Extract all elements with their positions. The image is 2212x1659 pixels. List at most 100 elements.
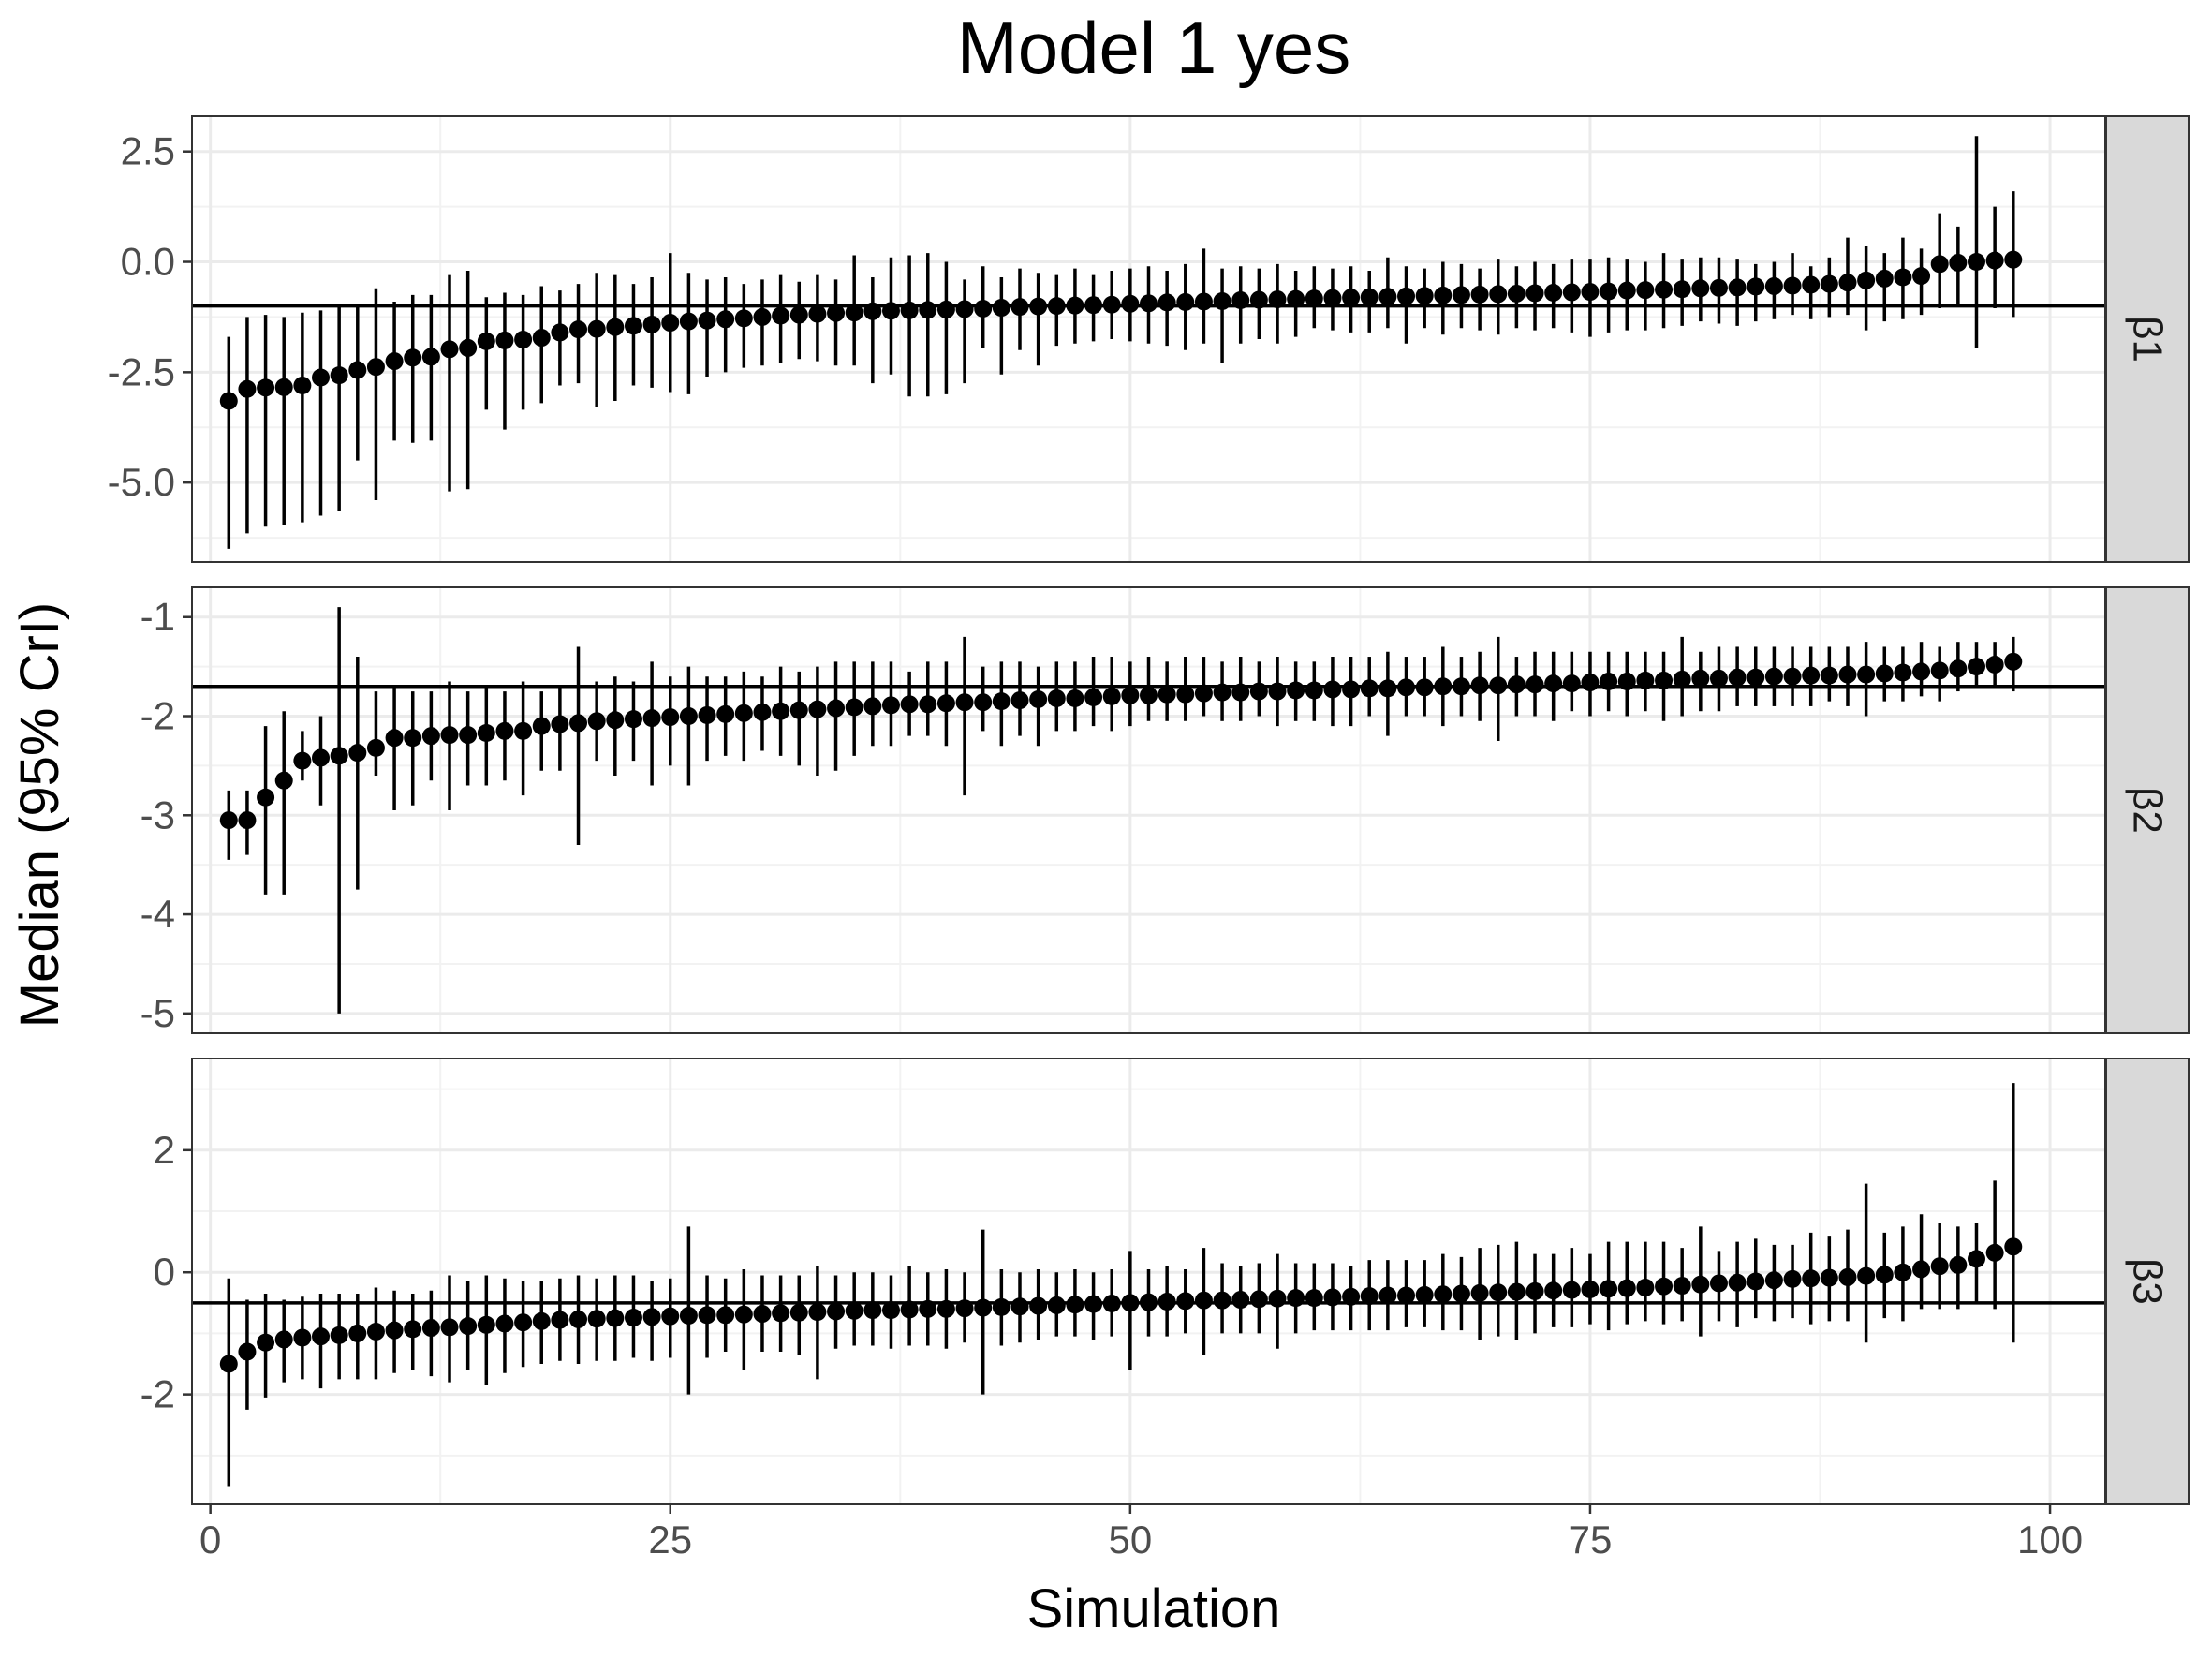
median-point xyxy=(1066,1296,1084,1314)
median-point xyxy=(1249,682,1268,701)
median-point xyxy=(1470,285,1489,304)
median-point xyxy=(1084,296,1103,315)
median-point xyxy=(1434,1285,1453,1304)
median-point xyxy=(919,301,937,319)
median-point xyxy=(274,378,293,396)
y-tick-label: 2 xyxy=(154,1128,175,1172)
median-point xyxy=(1949,659,1968,678)
median-point xyxy=(1802,1269,1821,1288)
median-point xyxy=(1029,690,1048,709)
median-point xyxy=(1802,275,1821,294)
median-point xyxy=(532,1311,551,1330)
median-point xyxy=(1434,286,1453,304)
median-point xyxy=(1728,1273,1747,1292)
median-point xyxy=(900,695,919,714)
median-point xyxy=(257,788,275,807)
y-tick-label: -2.5 xyxy=(108,349,175,393)
median-point xyxy=(514,721,533,740)
median-point xyxy=(1140,686,1158,704)
median-point xyxy=(1655,1277,1674,1296)
median-point xyxy=(551,715,569,733)
median-point xyxy=(348,744,367,763)
median-point xyxy=(1526,284,1544,303)
median-point xyxy=(1912,1260,1931,1279)
median-point xyxy=(238,379,257,398)
median-point xyxy=(1617,281,1636,300)
median-point xyxy=(1102,295,1121,314)
median-point xyxy=(827,304,846,322)
median-point xyxy=(1526,1281,1544,1300)
median-point xyxy=(698,705,716,724)
median-point xyxy=(1287,681,1305,700)
median-point xyxy=(1820,666,1838,685)
median-point xyxy=(900,1300,919,1319)
median-point xyxy=(1047,1296,1066,1314)
median-point xyxy=(1967,1250,1985,1268)
median-point xyxy=(1691,1275,1710,1294)
median-point xyxy=(1949,1255,1968,1274)
median-point xyxy=(1783,667,1802,686)
median-point xyxy=(1617,1279,1636,1297)
median-point xyxy=(569,320,588,339)
median-point xyxy=(808,700,827,718)
median-point xyxy=(1985,656,2004,674)
median-point xyxy=(1323,1288,1342,1307)
median-point xyxy=(1397,678,1416,697)
median-point xyxy=(1600,1280,1618,1298)
median-point xyxy=(900,301,919,319)
median-point xyxy=(919,695,937,714)
median-point xyxy=(1379,679,1397,698)
median-point xyxy=(1176,685,1195,704)
median-point xyxy=(753,307,772,326)
median-point xyxy=(1894,663,1912,682)
median-point xyxy=(1194,684,1213,703)
median-point xyxy=(1507,284,1526,303)
median-point xyxy=(2004,250,2023,269)
median-point xyxy=(642,1308,661,1326)
panel-1: 2.5 0.0 -2.5 -5.0 β1 xyxy=(108,115,2190,563)
median-point xyxy=(385,1321,404,1340)
median-point xyxy=(1066,296,1084,315)
x-axis-title: Simulation xyxy=(1027,1578,1281,1639)
x-tick-label: 100 xyxy=(2017,1518,2083,1562)
median-point xyxy=(772,1304,790,1323)
median-point xyxy=(606,1309,625,1327)
median-point xyxy=(293,1328,312,1347)
median-point xyxy=(1838,1267,1857,1286)
median-point xyxy=(606,711,625,730)
median-point xyxy=(459,338,478,357)
median-point xyxy=(1985,251,2004,270)
median-point xyxy=(1360,288,1379,306)
x-tick-label: 75 xyxy=(1569,1518,1613,1562)
median-point xyxy=(772,702,790,720)
median-point xyxy=(679,1307,698,1326)
median-point xyxy=(1489,1283,1508,1302)
median-point xyxy=(238,1342,257,1361)
median-point xyxy=(1562,1281,1581,1299)
facet-strip xyxy=(2105,1058,2190,1505)
median-point xyxy=(1287,289,1305,308)
median-point xyxy=(661,314,680,333)
median-point xyxy=(936,1299,955,1318)
median-point xyxy=(1047,297,1066,316)
median-point xyxy=(1930,1257,1949,1276)
median-point xyxy=(312,748,331,767)
median-point xyxy=(789,305,808,324)
median-point xyxy=(330,366,348,385)
median-point xyxy=(1213,683,1231,702)
y-tick-label: -3 xyxy=(140,792,175,837)
median-point xyxy=(1636,671,1655,689)
median-point xyxy=(1930,661,1949,680)
median-point xyxy=(1600,672,1618,690)
median-point xyxy=(1507,675,1526,694)
y-tick-label: -2 xyxy=(140,694,175,738)
median-point xyxy=(421,348,440,366)
chart-title: Model 1 yes xyxy=(957,7,1351,89)
median-point xyxy=(955,300,974,318)
median-point xyxy=(606,318,625,336)
median-point xyxy=(219,811,238,830)
facet-strip-label: β1 xyxy=(2125,316,2171,363)
median-point xyxy=(330,747,348,765)
median-point xyxy=(1121,1294,1140,1312)
